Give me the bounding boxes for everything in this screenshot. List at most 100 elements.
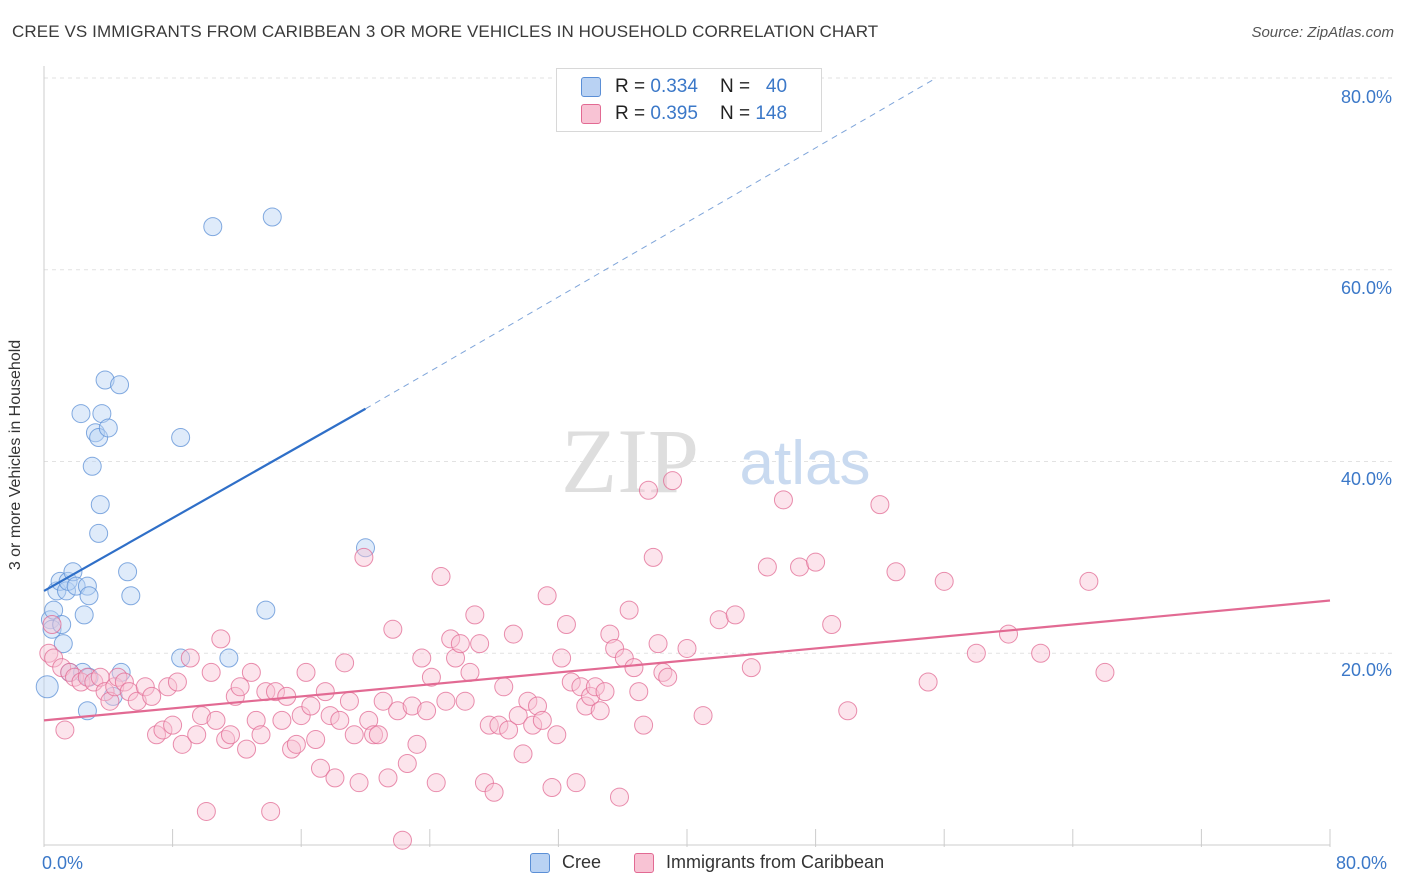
caribbean-point: [291, 706, 311, 726]
legend-item-caribbean[interactable]: Immigrants from Caribbean: [634, 852, 884, 873]
caribbean-point: [446, 648, 466, 668]
legend-item-cree[interactable]: Cree: [530, 852, 601, 873]
cree-point: [77, 576, 97, 596]
caribbean-point: [465, 605, 485, 625]
caribbean-point: [528, 696, 548, 716]
cree-swatch: [581, 77, 601, 97]
caribbean-point: [417, 701, 437, 721]
cree-point: [42, 619, 62, 639]
x-tick-min: 0.0%: [42, 853, 84, 873]
cree-point: [89, 428, 109, 448]
caribbean-point: [709, 610, 729, 630]
caribbean-point: [474, 773, 494, 793]
caribbean-point: [677, 638, 697, 658]
caribbean-point: [261, 801, 281, 821]
caribbean-point: [388, 701, 408, 721]
axes: [43, 66, 1331, 847]
caribbean-point: [127, 691, 147, 711]
caribbean-point: [934, 571, 954, 591]
caribbean-point: [581, 686, 601, 706]
caribbean-point: [629, 682, 649, 702]
caribbean-point: [484, 782, 504, 802]
chart-source: Source: ZipAtlas.com: [1251, 24, 1394, 41]
caribbean-point: [523, 715, 543, 735]
caribbean-point: [585, 677, 605, 697]
caribbean-point: [237, 739, 257, 759]
cree-point: [90, 495, 110, 515]
caribbean-point: [225, 686, 245, 706]
caribbean-point: [643, 547, 663, 567]
caribbean-point: [547, 725, 567, 745]
legend-row-cree: R = 0.334 N = 40: [581, 75, 787, 99]
caribbean-point: [265, 682, 285, 702]
caribbean-point: [296, 662, 316, 682]
cree-point: [53, 634, 73, 654]
caribbean-point: [1031, 643, 1051, 663]
caribbean-point: [172, 734, 192, 754]
caribbean-point: [55, 720, 75, 740]
cree-point: [35, 675, 59, 699]
caribbean-point: [870, 495, 890, 515]
watermark: ZIP atlas: [561, 410, 870, 512]
legend-row-caribbean: R = 0.395 N = 148: [581, 102, 787, 126]
caribbean-point: [460, 662, 480, 682]
caribbean-point: [272, 710, 292, 730]
cree-point: [92, 404, 112, 424]
caribbean-point: [513, 744, 533, 764]
caribbean-swatch: [634, 852, 654, 873]
caribbean-point: [542, 777, 562, 797]
caribbean-point: [359, 710, 379, 730]
caribbean-point: [339, 691, 359, 711]
caribbean-point: [693, 706, 713, 726]
y-tick-80: 80.0%: [1340, 87, 1392, 107]
cree-point: [98, 418, 118, 438]
n-value-caribbean: 148: [755, 103, 788, 124]
caribbean-point: [537, 586, 557, 606]
caribbean-point: [1079, 571, 1099, 591]
caribbean-point: [315, 682, 335, 702]
caribbean-point: [392, 830, 412, 850]
caribbean-point: [100, 691, 120, 711]
y-tick-60: 60.0%: [1340, 278, 1392, 298]
caribbean-point: [571, 677, 591, 697]
caribbean-point: [658, 667, 678, 687]
n-label: N =: [719, 76, 751, 97]
caribbean-point: [634, 715, 654, 735]
caribbean-point: [230, 677, 250, 697]
caribbean-point: [999, 624, 1018, 644]
caribbean-point: [455, 691, 475, 711]
x-tick-max: 80.0%: [1336, 853, 1388, 873]
caribbean-point: [211, 629, 231, 649]
caribbean-point: [518, 691, 538, 711]
caribbean-point: [725, 605, 745, 625]
caribbean-point: [135, 677, 155, 697]
caribbean-point: [373, 691, 393, 711]
caribbean-point: [566, 773, 586, 793]
cree-point: [44, 600, 64, 620]
caribbean-point: [201, 662, 221, 682]
caribbean-point: [638, 480, 658, 500]
caribbean-point: [619, 600, 639, 620]
caribbean-point: [806, 552, 826, 572]
r-value-cree: 0.334: [650, 76, 698, 97]
caribbean-point: [431, 567, 451, 587]
caribbean-point: [397, 754, 417, 774]
caribbean-point: [822, 614, 842, 634]
caribbean-point: [590, 701, 610, 721]
caribbean-point: [412, 648, 432, 668]
caribbean-point: [609, 787, 629, 807]
caribbean-point: [407, 734, 427, 754]
cree-point: [121, 586, 141, 606]
caribbean-point: [306, 730, 326, 750]
cree-trend-line: [43, 407, 367, 592]
caribbean-point: [1095, 662, 1115, 682]
cree-point: [82, 456, 102, 476]
caribbean-point: [648, 634, 668, 654]
caribbean-point: [349, 773, 369, 793]
cree-point: [171, 648, 191, 668]
caribbean-point: [757, 557, 777, 577]
cree-point: [110, 375, 130, 395]
caribbean-point: [251, 725, 271, 745]
caribbean-point: [605, 638, 625, 658]
